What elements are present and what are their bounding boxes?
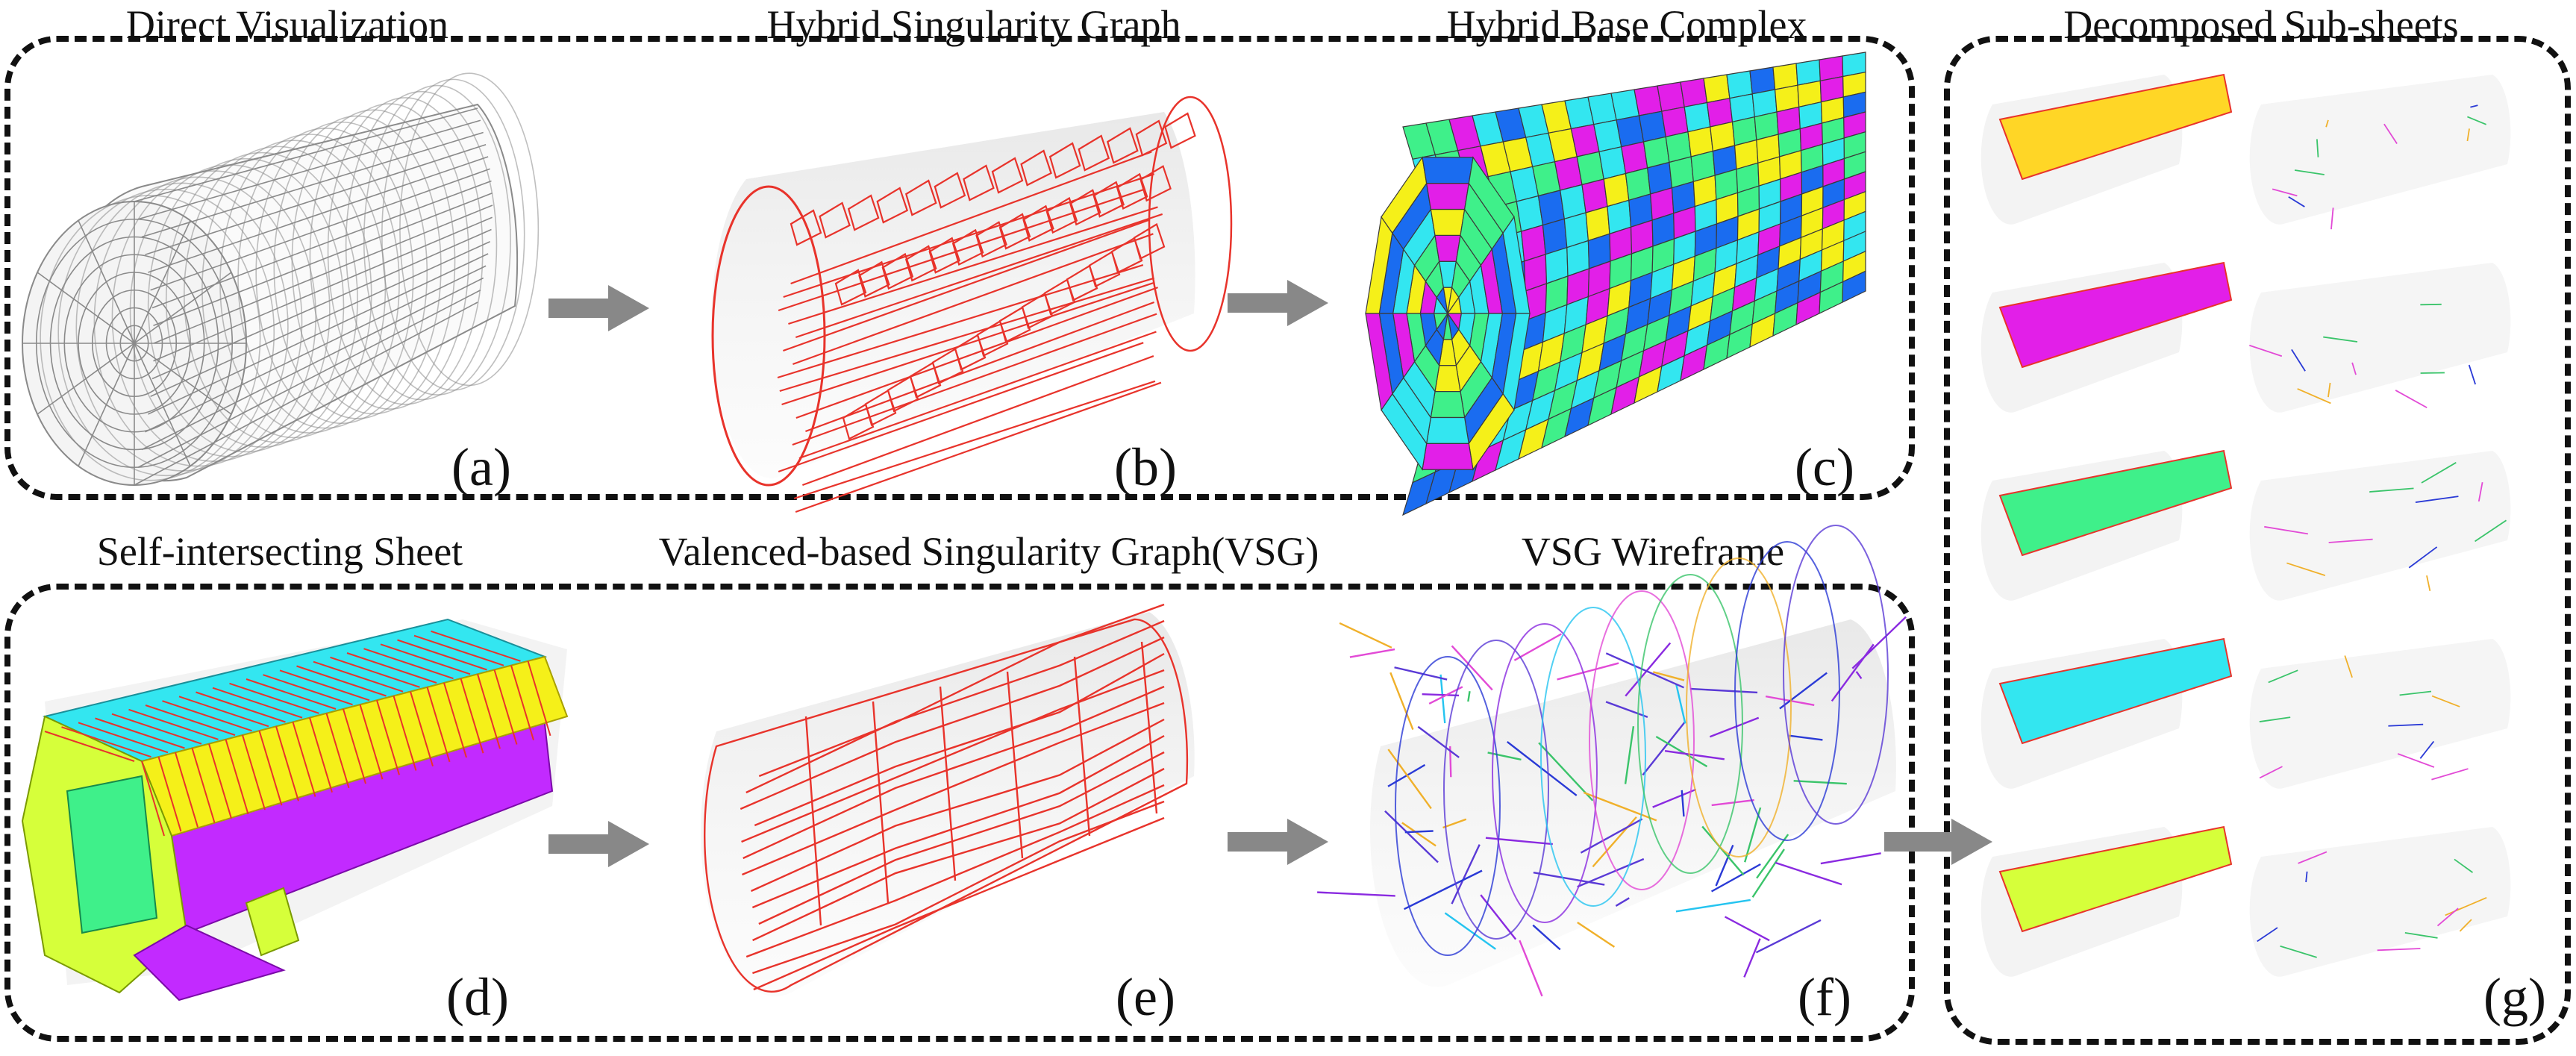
label-e: (e) xyxy=(1116,967,1175,1027)
title-c: Hybrid Base Complex xyxy=(1446,2,1807,47)
right-column-group xyxy=(1944,36,2571,1045)
bottom-row-group xyxy=(4,584,1915,1042)
title-b: Hybrid Singularity Graph xyxy=(766,2,1181,47)
title-a: Direct Visualization xyxy=(125,2,449,47)
top-row-group xyxy=(4,36,1915,500)
arrow-f-to-g xyxy=(1884,819,1992,865)
singularity-graph-b xyxy=(711,96,1233,513)
title-f: VSG Wireframe xyxy=(1521,529,1785,574)
sub-sheets-g xyxy=(1981,73,2511,977)
arrow-a-to-b xyxy=(548,285,649,331)
title-g: Decomposed Sub-sheets xyxy=(2063,2,2459,47)
label-b: (b) xyxy=(1114,437,1177,497)
label-c: (c) xyxy=(1795,437,1854,497)
self-intersecting-sheet-d xyxy=(21,618,569,1002)
label-g: (g) xyxy=(2483,967,2546,1027)
arrow-b-to-c xyxy=(1228,280,1328,326)
arrow-e-to-f xyxy=(1228,819,1328,865)
label-d: (d) xyxy=(446,967,509,1027)
vsg-e xyxy=(700,603,1195,996)
title-e: Valenced-based Singularity Graph(VSG) xyxy=(658,529,1319,574)
label-a: (a) xyxy=(451,437,511,497)
label-f: (f) xyxy=(1798,967,1851,1027)
title-d: Self-intersecting Sheet xyxy=(96,529,463,574)
base-complex-c xyxy=(1365,51,1866,516)
mesh-cylinder-a xyxy=(22,72,540,486)
arrow-d-to-e xyxy=(548,821,649,867)
vsg-wireframe-f xyxy=(1317,525,1907,997)
